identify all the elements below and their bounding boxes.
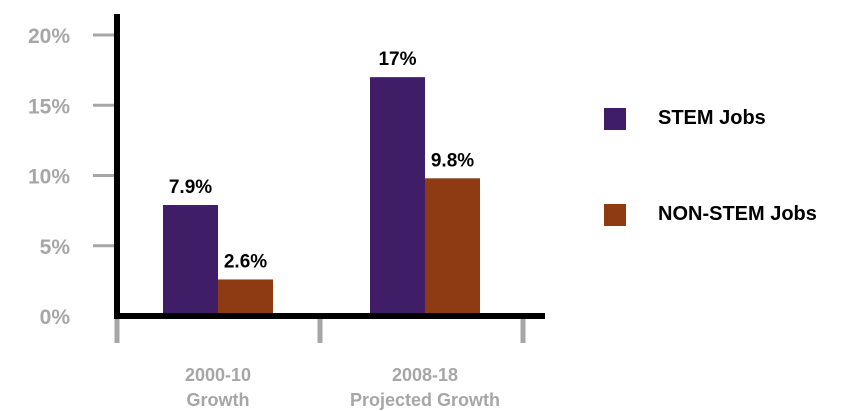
data-label: 17% (378, 49, 416, 70)
data-label: 2.6% (224, 251, 267, 272)
x-category-label: Projected Growth (350, 390, 500, 410)
x-category-label: Growth (187, 390, 250, 410)
x-category-label: 2000-10 (185, 365, 251, 385)
legend-label-non-stem: NON-STEM Jobs (658, 203, 817, 225)
bar-non-stem (425, 178, 480, 316)
y-tick-label: 15% (28, 95, 70, 118)
x-category-label: 2008-18 (392, 365, 458, 385)
data-label: 9.8% (431, 150, 474, 171)
y-tick-label: 10% (28, 166, 70, 189)
y-tick-label: 0% (40, 306, 71, 329)
legend-label-stem: STEM Jobs (658, 107, 766, 129)
bar-stem (163, 205, 218, 316)
bar-non-stem (218, 279, 273, 316)
data-label: 7.9% (169, 177, 212, 198)
y-tick-label: 20% (28, 25, 70, 48)
legend-swatch-non-stem (604, 204, 626, 226)
legend-swatch-stem (604, 108, 626, 130)
y-tick-label: 5% (40, 236, 71, 259)
bar-stem (370, 77, 425, 317)
